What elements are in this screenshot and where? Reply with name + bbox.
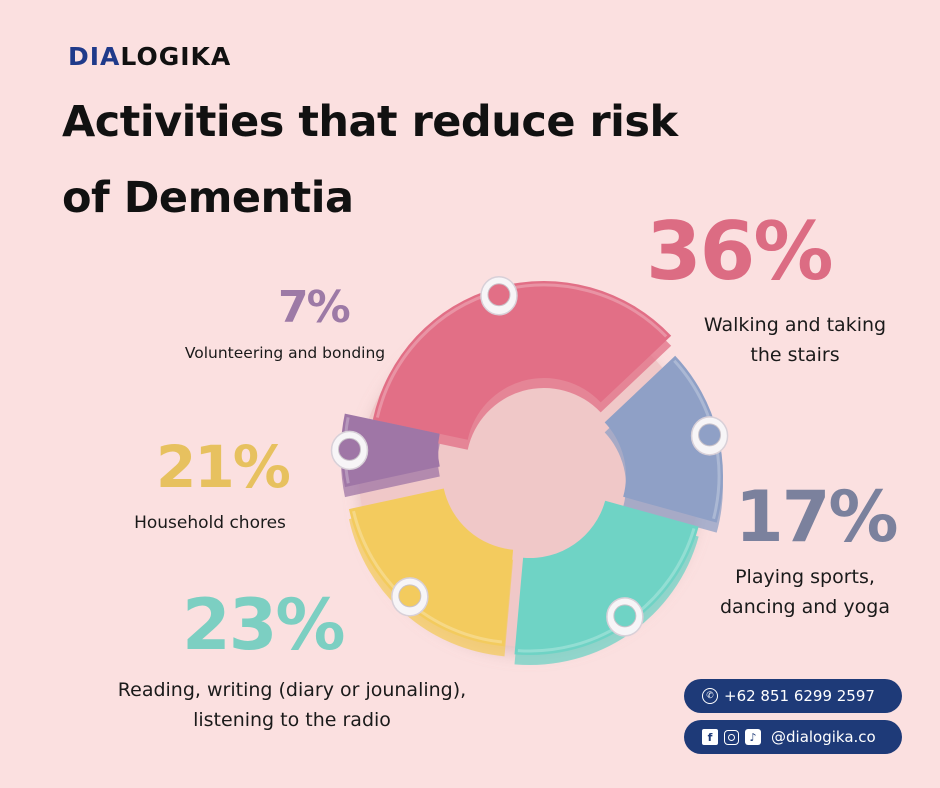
slice-sports — [604, 355, 723, 523]
social-contact[interactable]: f ♪ @dialogika.co — [684, 720, 902, 754]
knob-reading — [606, 597, 644, 637]
value-label-household: 21% — [156, 433, 291, 501]
knob-inner — [338, 437, 362, 461]
category-label-sports: Playing sports, dancing and yoga — [720, 566, 890, 618]
value-label-volunteering: 7% — [278, 282, 351, 333]
slice-walking — [372, 280, 672, 440]
value-label-reading: 23% — [182, 584, 346, 666]
category-label-volunteering: Volunteering and bonding — [184, 344, 386, 362]
knob-walking — [480, 275, 518, 316]
knob-inner — [613, 604, 637, 628]
slice-household — [348, 488, 514, 647]
slice-group-sports — [604, 355, 723, 533]
knob-household — [391, 577, 429, 617]
slice-reading — [514, 500, 699, 655]
brand-logo: DIALOGIKA — [68, 42, 232, 71]
category-label-household: Household chores — [134, 513, 286, 533]
category-label-walking: Walking and taking the stairs — [703, 314, 887, 366]
value-label-walking: 36% — [646, 205, 833, 298]
slice-group-walking — [372, 280, 672, 450]
knob-inner — [487, 283, 511, 307]
instagram-icon[interactable] — [724, 729, 739, 745]
knob-inner — [398, 584, 422, 608]
value-label-sports: 17% — [735, 476, 899, 558]
knob-sports — [690, 416, 729, 456]
knob-inner — [698, 423, 722, 447]
page-title: Activities that reduce risk of Dementia — [62, 97, 678, 223]
phone-contact[interactable]: ✆ +62 851 6299 2597 — [684, 679, 902, 713]
knob-volunteering — [330, 430, 369, 471]
category-label-reading: Reading, writing (diary or jounaling), l… — [117, 679, 467, 731]
slice-volunteering — [340, 413, 440, 488]
phone-icon: ✆ — [702, 688, 718, 704]
tiktok-icon[interactable]: ♪ — [745, 729, 761, 745]
facebook-icon[interactable]: f — [702, 729, 718, 745]
